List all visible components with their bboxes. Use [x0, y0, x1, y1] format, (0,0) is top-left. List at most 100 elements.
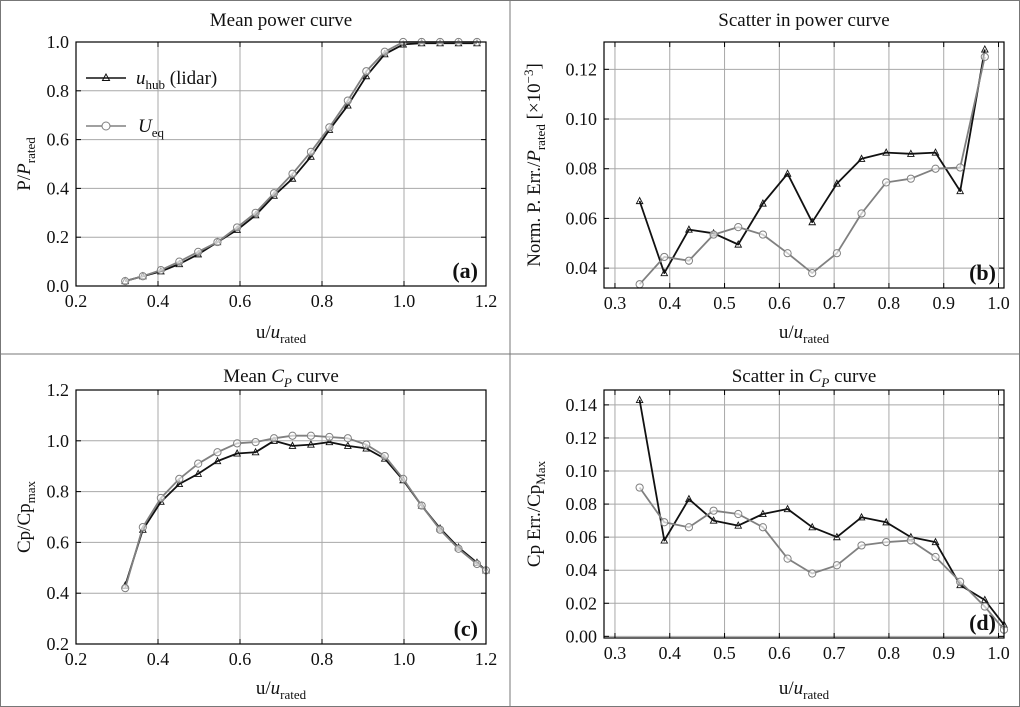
- y-axis-label-d-part: Max: [533, 460, 548, 484]
- data-point-eq: [734, 509, 743, 519]
- data-point-eq: [783, 249, 792, 258]
- y-axis-label-c: Cp/Cpmax: [14, 481, 38, 554]
- y-tick-label: 0.06: [566, 527, 598, 547]
- data-point-eq: [882, 178, 891, 187]
- y-tick-label: 0.10: [566, 461, 598, 481]
- data-point-eq: [213, 237, 222, 247]
- chart-title-c-part: curve: [292, 366, 339, 387]
- y-tick-label: 0.2: [47, 634, 70, 654]
- chart-title-d-part: curve: [829, 366, 876, 387]
- y-tick-label: 1.0: [47, 431, 70, 451]
- series-b-hub: [635, 44, 989, 277]
- x-axis-label-a-part: u: [271, 322, 281, 343]
- data-point-eq: [956, 577, 965, 586]
- y-tick-label: 0.08: [566, 494, 598, 514]
- data-point-hub: [882, 148, 891, 156]
- data-point-eq: [288, 169, 297, 178]
- data-point-hub: [175, 479, 184, 488]
- chart-title-a: Mean power curve: [210, 10, 352, 31]
- data-point-eq: [288, 431, 297, 440]
- data-point-eq: [156, 493, 165, 503]
- y-tick-label: 0.12: [566, 428, 598, 448]
- x-tick-label: 1.0: [393, 649, 416, 669]
- x-tick-label: 0.5: [713, 643, 736, 663]
- data-point-hub: [684, 225, 693, 233]
- data-point-hub: [832, 532, 841, 541]
- y-tick-label: 0.4: [47, 178, 70, 198]
- data-point-eq: [306, 431, 316, 440]
- y-axis-label-b: Norm. P. Err./Prated [×10−3]: [521, 63, 548, 267]
- legend-hub-sub: hub: [146, 77, 166, 92]
- y-tick-label: 0.02: [566, 593, 598, 613]
- y-axis-label-a: P/Prated: [14, 137, 38, 191]
- chart-title-c: Mean CP curve: [223, 366, 339, 390]
- data-point-eq: [343, 434, 352, 443]
- series-c-hub: [121, 436, 490, 589]
- series-d-hub: [635, 395, 1008, 628]
- data-point-eq: [635, 483, 644, 492]
- grid-d: [604, 390, 1004, 638]
- y-tick-label: 0.6: [47, 130, 70, 150]
- data-point-eq: [857, 209, 866, 218]
- data-point-hub: [660, 535, 669, 544]
- y-tick-label: 1.0: [47, 32, 70, 52]
- data-point-eq: [931, 552, 940, 562]
- y-tick-label: 0.8: [47, 482, 70, 502]
- x-axis-label-c: u/urated: [256, 678, 307, 702]
- y-axis-label-b-part: −3: [521, 70, 536, 84]
- y-tick-label: 0.00: [566, 626, 598, 646]
- x-tick-label: 1.0: [987, 293, 1010, 313]
- data-point-eq: [362, 440, 371, 449]
- x-axis-label-a-part: u/: [256, 322, 272, 343]
- legend: uhub (lidar) Ueq: [86, 68, 217, 140]
- data-point-eq: [808, 569, 817, 578]
- y-axis-label-a-part: rated: [23, 137, 38, 163]
- y-tick-label: 0.4: [47, 583, 70, 603]
- data-point-hub: [882, 517, 891, 526]
- legend-label-hub: uhub (lidar): [136, 68, 217, 92]
- data-point-eq: [380, 47, 389, 56]
- x-tick-label: 0.6: [229, 649, 252, 669]
- data-point-hub: [758, 509, 767, 518]
- x-tick-label: 0.8: [878, 643, 901, 663]
- x-tick-label: 0.9: [932, 643, 955, 663]
- panel-label-d: (d): [969, 610, 996, 635]
- x-tick-label: 0.4: [659, 293, 682, 313]
- y-tick-label: 0.8: [47, 81, 70, 101]
- y-axis-label-d: Cp Err./CpMax: [524, 460, 548, 567]
- y-tick-label: 0.2: [47, 227, 70, 247]
- x-axis-label-d-part: u: [794, 678, 804, 699]
- data-point-eq: [660, 518, 669, 527]
- data-point-hub: [660, 268, 669, 277]
- data-point-eq: [709, 230, 718, 239]
- plot-frame-a: [75, 41, 487, 287]
- y-axis-label-b-part: Norm. P. Err./: [524, 161, 545, 267]
- x-axis-label-d: u/urated: [779, 678, 830, 702]
- x-tick-label: 0.3: [604, 293, 627, 313]
- x-axis-label-d-part: rated: [803, 687, 829, 702]
- y-axis-label-b-part: [×10: [524, 83, 545, 124]
- subplot-d: 0.3 0.4 0.5 0.6 0.7 0.8 0.9 1.0 0.00 0.02 0.04 0.06…: [524, 366, 1010, 702]
- data-point-hub: [343, 100, 352, 109]
- series-d-eq: [635, 483, 1009, 634]
- y-tick-label: 0.10: [566, 109, 598, 129]
- y-tick-label: 0.06: [566, 208, 598, 228]
- data-point-eq: [758, 523, 768, 532]
- data-point-eq: [832, 249, 841, 258]
- x-axis-label-b: u/urated: [779, 322, 830, 346]
- x-axis-label-a: u/urated: [256, 322, 307, 346]
- data-point-eq: [362, 67, 371, 76]
- data-point-eq: [269, 434, 279, 443]
- legend-marker-hub: [101, 72, 111, 81]
- data-point-eq: [251, 437, 260, 447]
- x-tick-label: 0.7: [823, 293, 846, 313]
- x-axis-label-c-part: rated: [280, 687, 306, 702]
- subplot-c: 0.2 0.4 0.6 0.8 1.0 1.2 0.2 0.4 0.6 0.8 1.0 1.2 Mean…: [14, 366, 497, 702]
- y-tick-label: 0.14: [566, 395, 598, 415]
- data-point-eq: [734, 223, 743, 232]
- series-line-hub: [638, 49, 986, 275]
- data-point-hub: [233, 449, 242, 457]
- x-tick-label: 1.0: [393, 291, 416, 311]
- y-tick-label: 0.0: [47, 276, 70, 296]
- data-point-eq: [121, 584, 130, 593]
